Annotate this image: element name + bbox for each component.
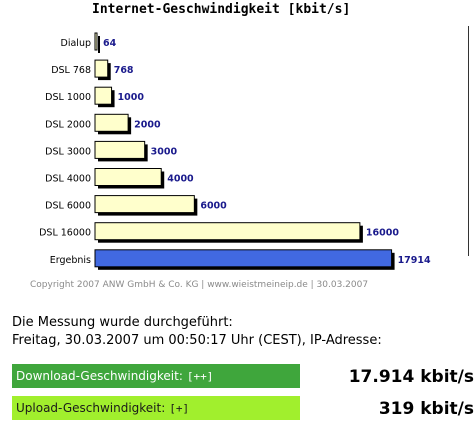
- bar-dsl-1000: [94, 86, 113, 105]
- bar-dsl-16000: [94, 222, 361, 241]
- value-label: 16000: [366, 228, 399, 239]
- copyright-text: Copyright 2007 ANW GmbH & Co. KG | www.w…: [30, 280, 369, 290]
- category-label: Dialup: [61, 38, 91, 49]
- upload-speed-value: 319 kbit/s: [378, 399, 474, 419]
- bar-dsl-2000: [94, 113, 129, 132]
- value-label: 3000: [151, 146, 178, 157]
- upload-speed-box: Upload-Geschwindigkeit: [+]: [12, 396, 300, 420]
- category-label: DSL 1000: [45, 92, 91, 103]
- category-label: DSL 3000: [45, 146, 91, 157]
- value-label: 17914: [398, 255, 431, 266]
- upload-toggle-link[interactable]: [+]: [169, 401, 190, 415]
- category-label: DSL 6000: [45, 201, 91, 212]
- chart-title: Internet-Geschwindigkeit [kbit/s]: [92, 2, 351, 17]
- category-label: DSL 768: [51, 65, 91, 76]
- category-label: DSL 2000: [45, 119, 91, 130]
- speed-bar-chart: Dialup 64 DSL 768 768 DSL 1000 1000 DSL 2000 20…: [39, 32, 431, 270]
- download-speed-box: Download-Geschwindigkeit: [++]: [12, 364, 300, 388]
- bar-dsl-3000: [94, 140, 146, 159]
- bar-dsl-6000: [94, 195, 195, 214]
- value-label: 4000: [167, 174, 194, 185]
- bar-dsl-768: [94, 59, 109, 78]
- measurement-detail: Freitag, 30.03.2007 um 00:50:17 Uhr (CES…: [12, 333, 382, 348]
- upload-speed-label: Upload-Geschwindigkeit:: [16, 401, 166, 415]
- value-label: 2000: [134, 119, 161, 130]
- measurement-heading: Die Messung wurde durchgeführt:: [12, 315, 233, 330]
- value-label: 6000: [200, 201, 227, 212]
- bar-dsl-4000: [94, 168, 162, 186]
- category-label: DSL 16000: [39, 228, 91, 239]
- category-label: DSL 4000: [45, 174, 91, 185]
- value-label: 64: [103, 38, 117, 49]
- value-label: 1000: [118, 92, 145, 103]
- value-label: 768: [114, 65, 134, 76]
- bar-result: [94, 249, 393, 268]
- right-panel-edge: [468, 26, 474, 256]
- download-toggle-link[interactable]: [++]: [186, 369, 214, 383]
- download-speed-value: 17.914 kbit/s: [348, 367, 474, 387]
- bar-dialup: [94, 32, 98, 51]
- category-label: Ergebnis: [50, 255, 91, 266]
- bar-shadow: [98, 36, 100, 53]
- download-speed-label: Download-Geschwindigkeit:: [16, 369, 183, 383]
